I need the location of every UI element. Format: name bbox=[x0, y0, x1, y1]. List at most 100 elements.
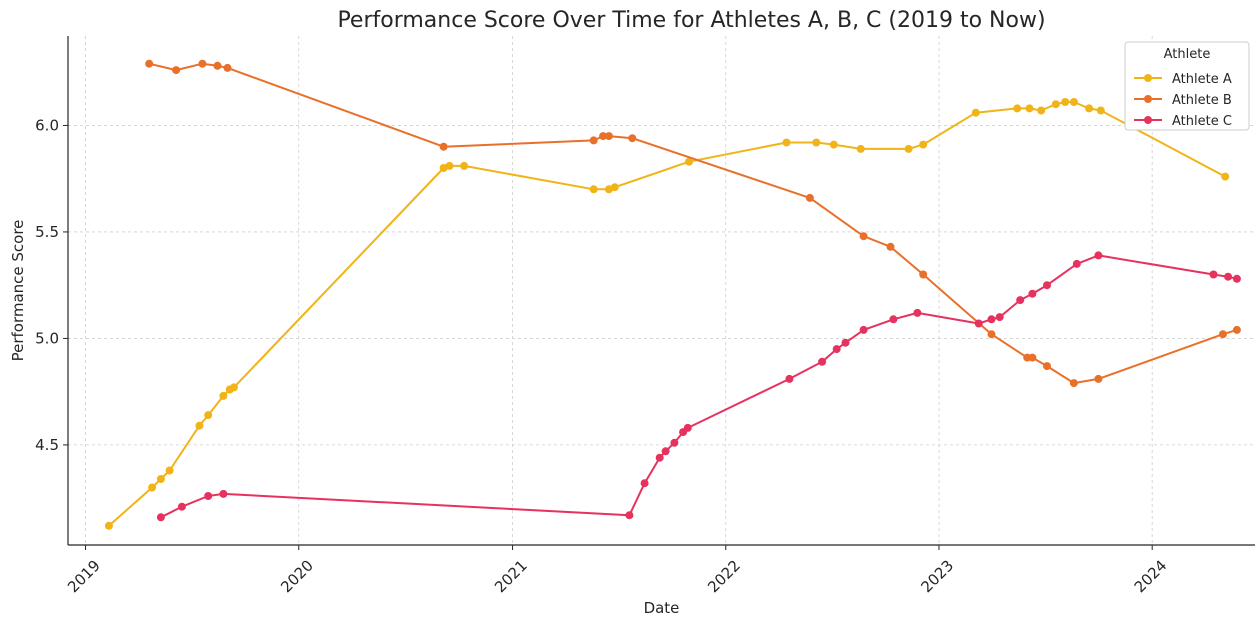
data-point-athlete-c[interactable] bbox=[785, 374, 794, 383]
legend-swatch-marker bbox=[1144, 116, 1152, 124]
y-tick-label: 6.0 bbox=[35, 116, 59, 134]
data-point-athlete-b[interactable] bbox=[172, 66, 181, 75]
data-point-athlete-b[interactable] bbox=[886, 242, 895, 251]
data-point-athlete-c[interactable] bbox=[204, 492, 213, 500]
data-point-athlete-c[interactable] bbox=[670, 438, 679, 447]
data-point-athlete-b[interactable] bbox=[805, 193, 814, 202]
data-point-athlete-b[interactable] bbox=[589, 136, 598, 145]
data-point-athlete-b[interactable] bbox=[1094, 374, 1103, 383]
data-point-athlete-c[interactable] bbox=[1209, 270, 1218, 279]
legend-title: Athlete bbox=[1164, 47, 1211, 62]
data-point-athlete-c[interactable] bbox=[625, 511, 634, 520]
data-point-athlete-c[interactable] bbox=[1094, 251, 1103, 260]
data-point-athlete-c[interactable] bbox=[640, 479, 649, 488]
series-athlete-c bbox=[156, 251, 1241, 522]
data-point-athlete-a[interactable] bbox=[1061, 98, 1070, 106]
data-point-athlete-c[interactable] bbox=[1072, 259, 1081, 268]
data-point-athlete-b[interactable] bbox=[145, 59, 154, 68]
legend-label: Athlete A bbox=[1172, 72, 1232, 87]
data-point-athlete-a[interactable] bbox=[971, 108, 980, 117]
data-point-athlete-c[interactable] bbox=[1028, 289, 1037, 298]
data-point-athlete-c[interactable] bbox=[841, 338, 850, 347]
data-point-athlete-c[interactable] bbox=[661, 447, 670, 456]
data-point-athlete-a[interactable] bbox=[812, 138, 821, 147]
data-point-athlete-c[interactable] bbox=[1043, 281, 1051, 290]
data-point-athlete-a[interactable] bbox=[685, 157, 693, 166]
data-point-athlete-b[interactable] bbox=[599, 132, 608, 141]
x-axis-label: Date bbox=[644, 599, 680, 617]
data-point-athlete-c[interactable] bbox=[655, 453, 664, 462]
series-line-athlete-a bbox=[108, 101, 1226, 527]
y-tick-label: 5.5 bbox=[35, 223, 59, 241]
data-point-athlete-a[interactable] bbox=[229, 383, 238, 392]
data-point-athlete-b[interactable] bbox=[439, 142, 448, 151]
legend-label: Athlete B bbox=[1172, 93, 1232, 108]
data-point-athlete-a[interactable] bbox=[156, 475, 165, 483]
data-point-athlete-b[interactable] bbox=[859, 232, 868, 241]
data-point-athlete-b[interactable] bbox=[604, 132, 613, 141]
data-point-athlete-a[interactable] bbox=[610, 183, 619, 192]
data-point-athlete-a[interactable] bbox=[1069, 98, 1078, 106]
data-point-athlete-a[interactable] bbox=[919, 140, 928, 149]
x-tick-label: 2022 bbox=[704, 557, 744, 597]
data-point-athlete-b[interactable] bbox=[1043, 362, 1051, 371]
legend-box bbox=[1124, 41, 1250, 131]
data-point-athlete-a[interactable] bbox=[445, 161, 454, 170]
data-point-athlete-a[interactable] bbox=[1221, 172, 1230, 181]
data-point-athlete-b[interactable] bbox=[1069, 379, 1078, 388]
legend-swatch-marker bbox=[1144, 95, 1152, 103]
data-point-athlete-b[interactable] bbox=[1218, 330, 1227, 339]
x-tick-label: 2020 bbox=[277, 557, 317, 597]
data-point-athlete-c[interactable] bbox=[995, 313, 1004, 322]
data-point-athlete-c[interactable] bbox=[1016, 296, 1025, 305]
data-point-athlete-a[interactable] bbox=[782, 138, 791, 147]
data-point-athlete-a[interactable] bbox=[904, 144, 913, 153]
data-point-athlete-b[interactable] bbox=[213, 61, 222, 70]
data-point-athlete-c[interactable] bbox=[974, 319, 983, 328]
data-point-athlete-b[interactable] bbox=[987, 330, 996, 339]
data-point-athlete-a[interactable] bbox=[195, 421, 204, 430]
data-point-athlete-b[interactable] bbox=[1232, 325, 1241, 334]
data-point-athlete-a[interactable] bbox=[829, 140, 838, 149]
data-point-athlete-c[interactable] bbox=[1224, 272, 1233, 281]
data-point-athlete-c[interactable] bbox=[177, 502, 186, 511]
data-point-athlete-a[interactable] bbox=[165, 466, 174, 475]
data-point-athlete-a[interactable] bbox=[1085, 104, 1094, 113]
y-tick-label: 5.0 bbox=[35, 329, 59, 347]
data-point-athlete-a[interactable] bbox=[219, 391, 228, 400]
series-line-athlete-b bbox=[148, 62, 1238, 385]
x-tick-label: 2019 bbox=[64, 557, 104, 597]
data-point-athlete-c[interactable] bbox=[1232, 274, 1241, 283]
data-point-athlete-b[interactable] bbox=[919, 270, 928, 279]
data-point-athlete-a[interactable] bbox=[1051, 100, 1060, 109]
data-point-athlete-a[interactable] bbox=[104, 521, 113, 530]
data-point-athlete-c[interactable] bbox=[913, 308, 922, 317]
legend-item-athlete-a[interactable]: Athlete A bbox=[1134, 72, 1232, 87]
data-point-athlete-a[interactable] bbox=[204, 411, 213, 420]
data-point-athlete-c[interactable] bbox=[818, 357, 827, 366]
data-point-athlete-a[interactable] bbox=[1037, 106, 1046, 115]
data-point-athlete-a[interactable] bbox=[1096, 106, 1105, 115]
data-point-athlete-a[interactable] bbox=[856, 144, 865, 153]
data-point-athlete-c[interactable] bbox=[156, 513, 165, 522]
data-point-athlete-b[interactable] bbox=[1028, 353, 1037, 362]
series-group bbox=[104, 59, 1241, 530]
data-point-athlete-a[interactable] bbox=[1025, 104, 1034, 113]
data-point-athlete-c[interactable] bbox=[987, 315, 996, 324]
data-point-athlete-a[interactable] bbox=[589, 185, 598, 194]
legend-item-athlete-c[interactable]: Athlete C bbox=[1134, 114, 1232, 129]
data-point-athlete-b[interactable] bbox=[223, 63, 232, 72]
data-point-athlete-c[interactable] bbox=[219, 489, 228, 498]
data-point-athlete-c[interactable] bbox=[832, 345, 841, 354]
data-point-athlete-c[interactable] bbox=[859, 325, 868, 334]
data-point-athlete-a[interactable] bbox=[460, 161, 469, 170]
legend-item-athlete-b[interactable]: Athlete B bbox=[1134, 93, 1232, 108]
data-point-athlete-c[interactable] bbox=[889, 315, 898, 324]
data-point-athlete-a[interactable] bbox=[1013, 104, 1022, 113]
data-point-athlete-a[interactable] bbox=[148, 483, 157, 492]
data-point-athlete-b[interactable] bbox=[628, 134, 637, 143]
grid-lines bbox=[68, 36, 1255, 545]
data-point-athlete-c[interactable] bbox=[683, 423, 692, 432]
data-point-athlete-b[interactable] bbox=[198, 59, 207, 68]
